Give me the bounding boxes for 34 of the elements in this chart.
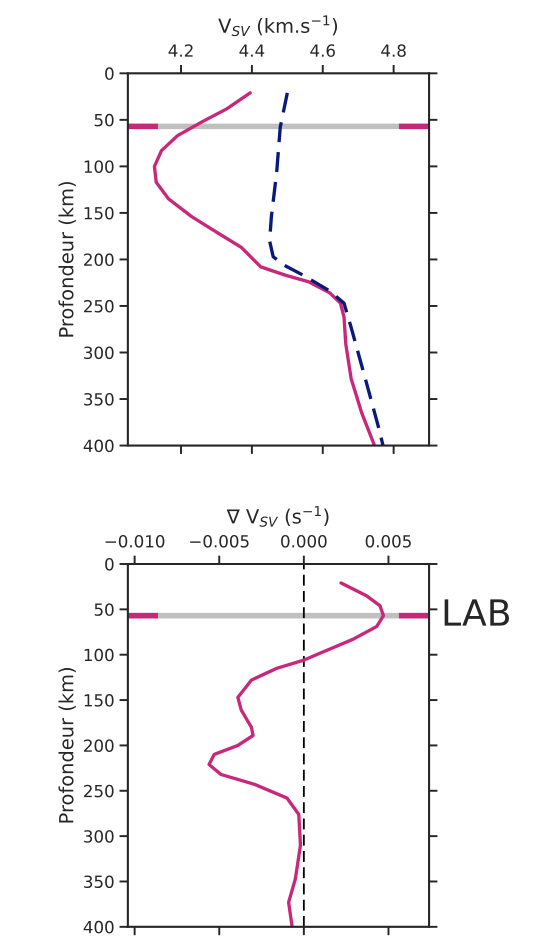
y-tick-label: 400 — [84, 920, 114, 934]
x-tick-label: 4.4 — [239, 44, 264, 57]
x-tick-label: 4.8 — [381, 44, 406, 57]
y-axis-title: Profondeur (km) — [58, 668, 76, 823]
y-tick-label: 300 — [84, 346, 114, 360]
y-tick-label: 250 — [84, 300, 114, 313]
y-tick-label: 400 — [84, 440, 114, 452]
y-tick-label: 100 — [84, 160, 114, 173]
y-tick-label: 100 — [84, 648, 114, 662]
y-axis-title: Profondeur (km) — [58, 182, 76, 337]
line-series — [152, 91, 376, 446]
y-tick-label: 350 — [84, 875, 114, 888]
y-tick-label: 250 — [84, 784, 114, 798]
ref-line-label: LAB — [444, 599, 509, 626]
x-tick-label: 4.6 — [310, 44, 335, 57]
y-tick-label: 200 — [84, 739, 114, 752]
x-axis-title: ∇ V$_{SV}$ (s$^{−1}$) — [226, 506, 328, 527]
y-tick-label: 300 — [84, 830, 114, 843]
y-tick-label: 150 — [84, 206, 114, 220]
y-tick-label: 150 — [84, 694, 114, 707]
x-tick-label: −0.010 — [106, 534, 164, 548]
y-tick-label: 200 — [84, 253, 114, 266]
line-series — [268, 91, 385, 446]
y-tick-label: 50 — [94, 603, 114, 616]
x-tick-label: −0.005 — [190, 534, 249, 548]
y-tick-label: 350 — [84, 392, 114, 406]
x-tick-label: 0.005 — [366, 534, 411, 548]
x-axis-title: V$_{SV}$ (km.s$^{−1}$) — [218, 15, 338, 36]
y-tick-label: 0 — [105, 558, 114, 571]
line-series — [207, 581, 386, 927]
x-tick-label: 0.000 — [281, 534, 327, 548]
y-tick-label: 50 — [94, 114, 114, 126]
x-tick-label: 4.2 — [168, 44, 193, 57]
y-tick-label: 0 — [105, 67, 114, 80]
